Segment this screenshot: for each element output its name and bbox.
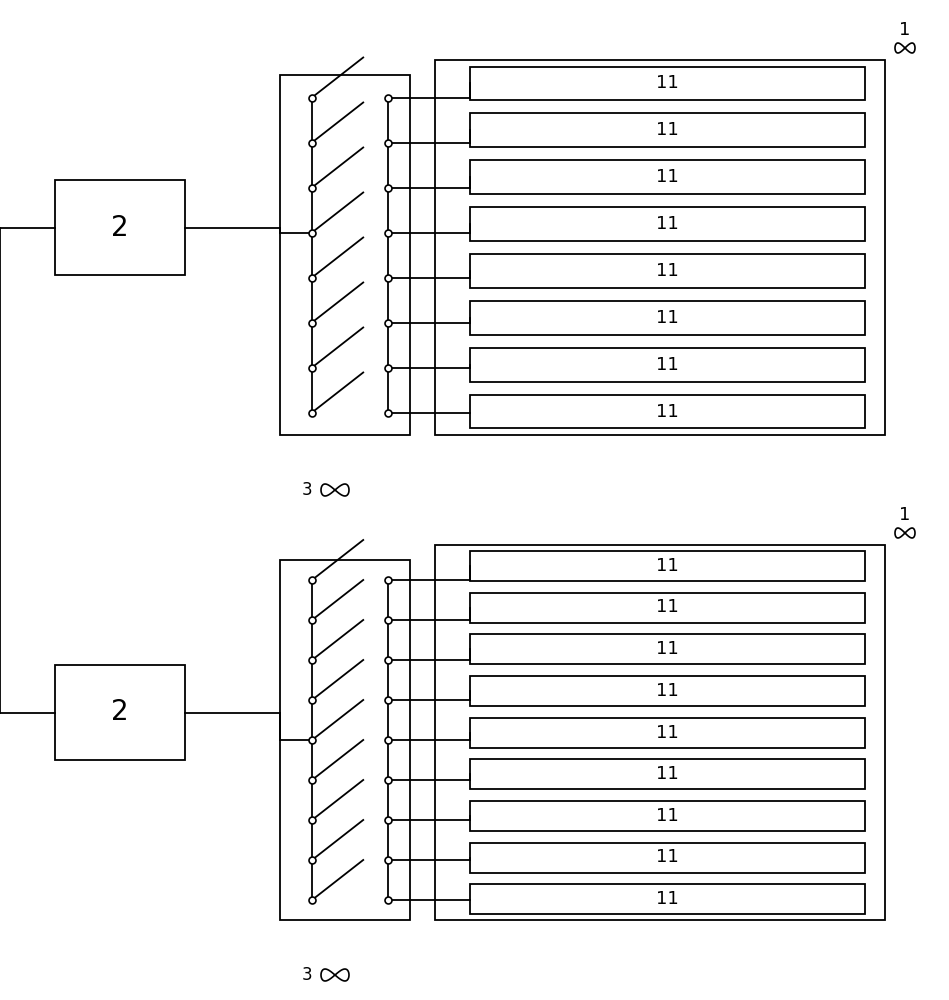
Bar xyxy=(280,560,410,920)
Text: 11: 11 xyxy=(656,682,679,700)
Bar xyxy=(55,180,185,275)
Bar xyxy=(435,545,885,920)
Text: 11: 11 xyxy=(656,356,679,374)
Bar xyxy=(55,665,185,760)
Bar xyxy=(470,842,865,872)
Bar xyxy=(470,759,865,789)
Bar xyxy=(470,395,865,428)
Text: 3: 3 xyxy=(302,966,312,984)
Text: 11: 11 xyxy=(656,807,679,825)
Text: 11: 11 xyxy=(656,557,679,575)
Bar xyxy=(470,113,865,147)
Text: 2: 2 xyxy=(111,214,129,241)
Bar xyxy=(470,634,865,664)
Bar xyxy=(470,67,865,100)
Bar xyxy=(470,592,865,622)
Bar xyxy=(470,801,865,831)
Text: 11: 11 xyxy=(656,598,679,616)
Text: 11: 11 xyxy=(656,724,679,742)
Text: 11: 11 xyxy=(656,403,679,421)
Text: 1: 1 xyxy=(900,21,911,39)
Text: 11: 11 xyxy=(656,890,679,908)
Text: 3: 3 xyxy=(302,481,312,499)
Bar xyxy=(470,301,865,335)
Bar xyxy=(470,718,865,748)
Text: 11: 11 xyxy=(656,765,679,783)
Text: 11: 11 xyxy=(656,262,679,280)
Bar xyxy=(470,254,865,288)
Bar xyxy=(435,60,885,435)
Bar xyxy=(280,75,410,435)
Text: 11: 11 xyxy=(656,215,679,233)
Text: 11: 11 xyxy=(656,640,679,658)
Text: 2: 2 xyxy=(111,698,129,726)
Bar xyxy=(470,676,865,706)
Bar xyxy=(470,551,865,581)
Bar xyxy=(470,884,865,914)
Text: 11: 11 xyxy=(656,168,679,186)
Text: 11: 11 xyxy=(656,121,679,139)
Text: 11: 11 xyxy=(656,74,679,92)
Bar xyxy=(470,160,865,194)
Bar xyxy=(470,207,865,241)
Text: 11: 11 xyxy=(656,848,679,866)
Text: 1: 1 xyxy=(900,506,911,524)
Bar xyxy=(470,348,865,382)
Text: 11: 11 xyxy=(656,309,679,327)
